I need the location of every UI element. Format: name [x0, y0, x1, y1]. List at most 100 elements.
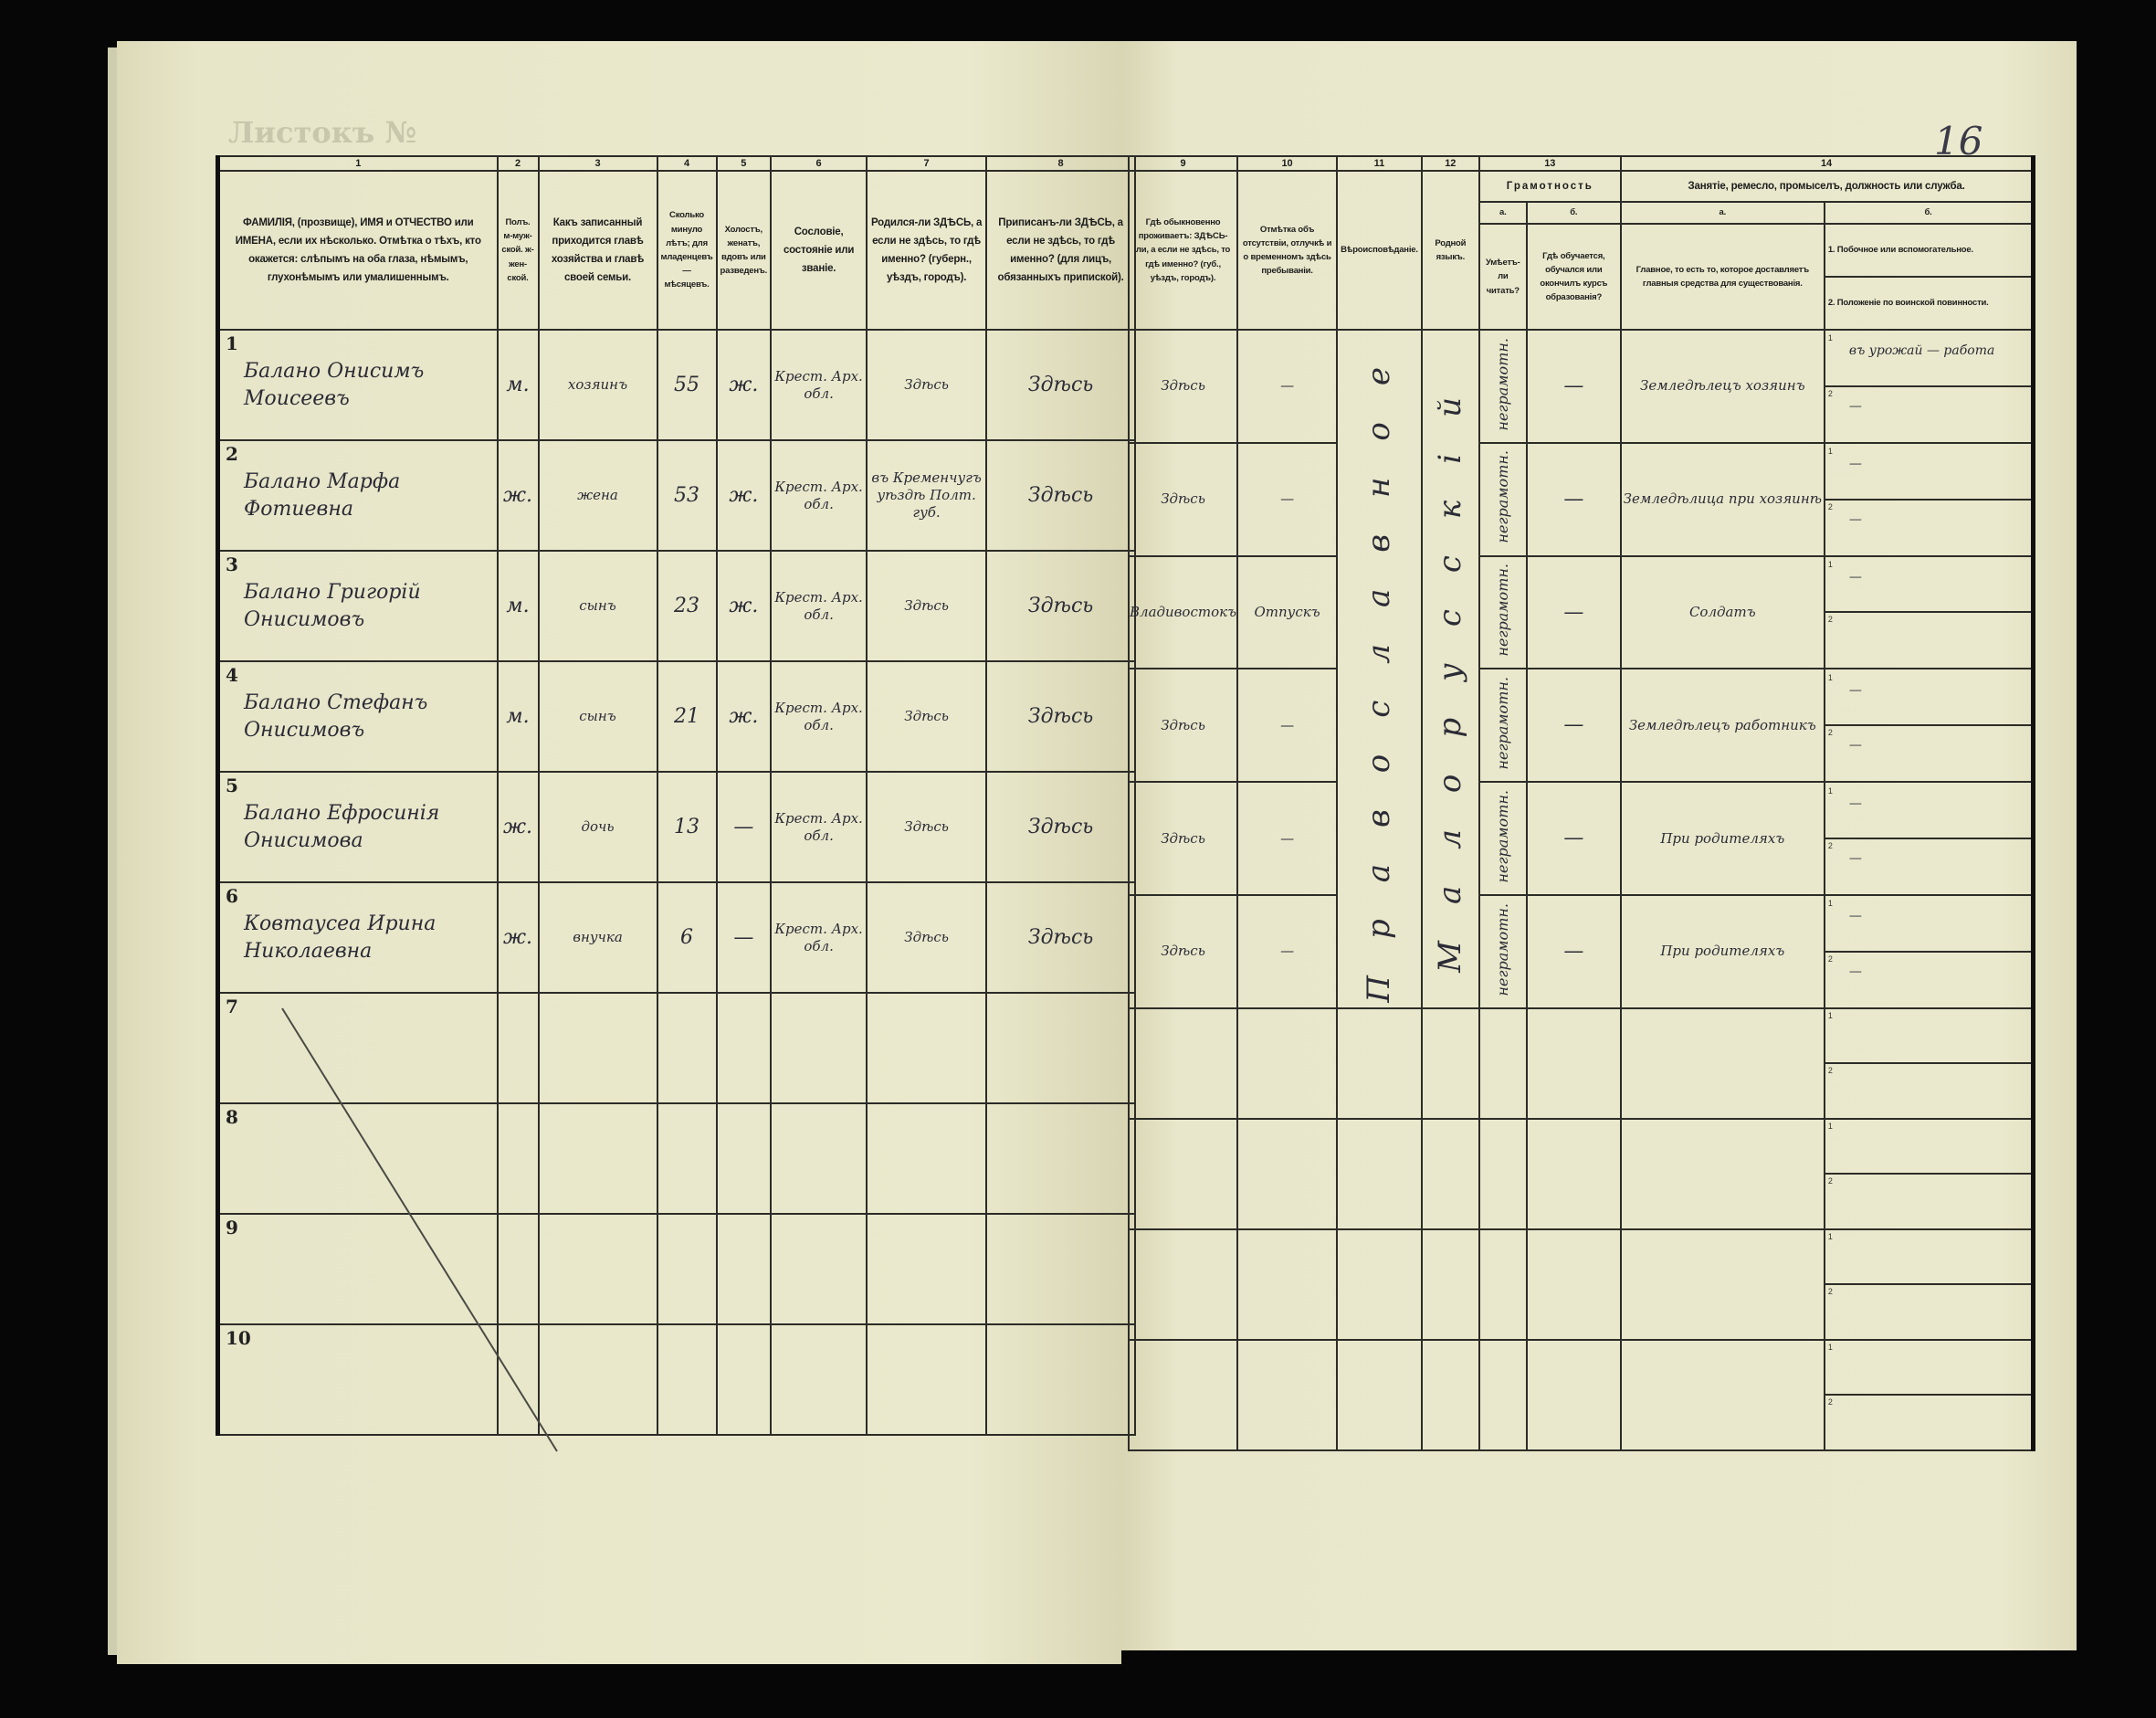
education-cell-value: —	[1563, 600, 1584, 624]
estate-cell	[770, 1213, 868, 1325]
occupation-cell-value: При родителяхъ	[1660, 829, 1785, 847]
can-read-cell: неграмотн.	[1478, 441, 1528, 557]
sex-cell	[496, 1323, 540, 1436]
education-cell-value: —	[1563, 374, 1584, 398]
person-row: 3 Балано Григорій Онисимовъ м. сынъ 23 ж. Кр…	[216, 550, 1137, 662]
language-cell: Малорусскій	[1420, 329, 1480, 1009]
header-13b-label: б.	[1525, 201, 1622, 225]
estate-cell: Крест. Арх. обл.	[770, 660, 868, 773]
person-row: Владивостокъ Отпускъ неграмотн. — Солдатъ 1…	[1127, 554, 2035, 670]
residence-cell: Здѣсь	[1127, 781, 1239, 896]
occupation-cell-value: Земледѣлица при хозяинѣ	[1623, 490, 1822, 508]
header-education: Гдѣ обучается, обучался или окончилъ кур…	[1525, 223, 1622, 331]
header-military: 2. Положеніе по воинской повинности.	[1825, 276, 2032, 328]
person-row: 2 Балано Марфа Фотиевна ж. жена 53 ж. Крест.…	[216, 439, 1137, 552]
side-occupation-cell: 1— 2—	[1823, 781, 2035, 896]
sub-label: 2	[1827, 841, 1833, 851]
military-status: 2	[1825, 1062, 2032, 1117]
col-num: 1	[216, 155, 499, 172]
occupation-cell	[1619, 1007, 1825, 1120]
education-cell: —	[1525, 554, 1622, 670]
marital-cell-value: —	[733, 925, 754, 949]
occupation-cell: При родителяхъ	[1619, 781, 1825, 896]
side-occupation-cell: 1 въ урожай — работа 2—	[1823, 329, 2035, 444]
estate-cell-value: Крест. Арх. обл.	[774, 809, 863, 844]
col-num: 10	[1236, 155, 1339, 172]
absence-cell-value: Отпускъ	[1254, 603, 1320, 620]
residence-cell: Владивостокъ	[1127, 554, 1239, 670]
marital-cell: —	[715, 771, 773, 883]
residence-cell	[1127, 1117, 1239, 1230]
col-num: 11	[1336, 155, 1423, 172]
row-number: 7	[226, 996, 238, 1017]
sex-cell	[496, 1213, 540, 1325]
header-religion: Вѣроисповѣданіе.	[1336, 170, 1423, 331]
column-number-row: 9 10 11 12 13 14	[1127, 155, 2035, 172]
registered-cell	[985, 992, 1137, 1104]
language-cell	[1420, 1228, 1480, 1341]
military-value: —	[1848, 964, 1862, 979]
residence-cell-value: Здѣсь	[1161, 490, 1205, 508]
col-num: 5	[715, 155, 773, 172]
header-14a-label: а.	[1619, 201, 1825, 225]
birthplace-cell: Здѣсь	[866, 660, 988, 773]
relation-cell: жена	[537, 439, 658, 552]
col-num: 14	[1619, 155, 2035, 172]
marital-cell	[715, 1102, 773, 1215]
marital-cell: ж.	[715, 550, 773, 662]
col-num: 9	[1127, 155, 1239, 172]
age-cell: 55	[656, 329, 718, 441]
estate-cell-value: Крест. Арх. обл.	[774, 588, 863, 623]
military-status: 2	[1825, 1394, 2032, 1449]
residence-cell	[1127, 1007, 1239, 1120]
header-occupation: Занятіе, ремесло, промыселъ, должность и…	[1619, 170, 2035, 203]
can-read-cell: неграмотн.	[1478, 893, 1528, 1009]
occupation-cell: Солдатъ	[1619, 554, 1825, 670]
person-row: 7	[216, 992, 1137, 1104]
religion-cell	[1336, 1117, 1423, 1230]
secondary-value: —	[1848, 569, 1862, 585]
marital-cell: —	[715, 881, 773, 994]
estate-cell: Крест. Арх. обл.	[770, 881, 868, 994]
absence-cell: —	[1236, 781, 1339, 896]
person-row: Здѣсь — неграмотн. — Земледѣлецъ работникъ …	[1127, 668, 2035, 784]
secondary-occupation: 1—	[1826, 445, 2032, 499]
relation-cell-value: дочь	[581, 818, 615, 835]
sub-label: 2	[1827, 728, 1833, 738]
military-status: 2—	[1825, 385, 2032, 441]
age-cell: 21	[656, 660, 718, 773]
secondary-occupation: 1 въ урожай — работа	[1826, 332, 2032, 385]
registered-cell: Здѣсь	[985, 550, 1137, 662]
marital-cell-value: ж.	[729, 483, 759, 507]
name-cell: 9	[216, 1213, 499, 1325]
occupation-cell: Земледѣлица при хозяинѣ	[1619, 441, 1825, 557]
military-value: —	[1848, 398, 1862, 414]
header-age: Сколько минуло лѣтъ; для младенцевъ — мѣ…	[656, 170, 718, 331]
name-cell: 2 Балано Марфа Фотиевна	[216, 439, 499, 552]
military-status: 2—	[1825, 498, 2032, 554]
name-cell: 3 Балано Григорій Онисимовъ	[216, 550, 499, 662]
sex-cell-value: м.	[506, 704, 530, 728]
person-row: 10	[216, 1323, 1137, 1436]
sex-cell: ж.	[496, 771, 540, 883]
header-literacy: Грамотность	[1478, 170, 1622, 203]
person-row: 6 Ковтаусеа Ирина Николаевна ж. внучка 6 — К…	[216, 881, 1137, 994]
row-number: 6	[226, 885, 238, 907]
age-cell-value: 23	[674, 594, 700, 617]
residence-cell: Здѣсь	[1127, 329, 1239, 444]
marital-cell-value: ж.	[729, 594, 759, 617]
sub-label: 1	[1827, 1121, 1833, 1131]
birthplace-cell	[866, 992, 988, 1104]
marital-cell-value: ж.	[729, 373, 759, 396]
sub-label: 2	[1827, 388, 1833, 398]
side-occupation-cell: 1 2	[1823, 1228, 2035, 1341]
row-number: 8	[226, 1106, 238, 1128]
sex-cell-value: ж.	[502, 483, 532, 507]
age-cell-value: 21	[674, 704, 700, 728]
birthplace-cell-value: Здѣсь	[904, 708, 949, 724]
age-cell-value: 6	[680, 925, 694, 949]
header-secondary: 1. Побочное или вспомогательное.	[1827, 245, 1973, 256]
person-row: 5 Балано Ефросинія Онисимова ж. дочь 13 — Кр…	[216, 771, 1137, 883]
person-name: Балано Стефанъ Онисимовъ	[244, 690, 428, 742]
